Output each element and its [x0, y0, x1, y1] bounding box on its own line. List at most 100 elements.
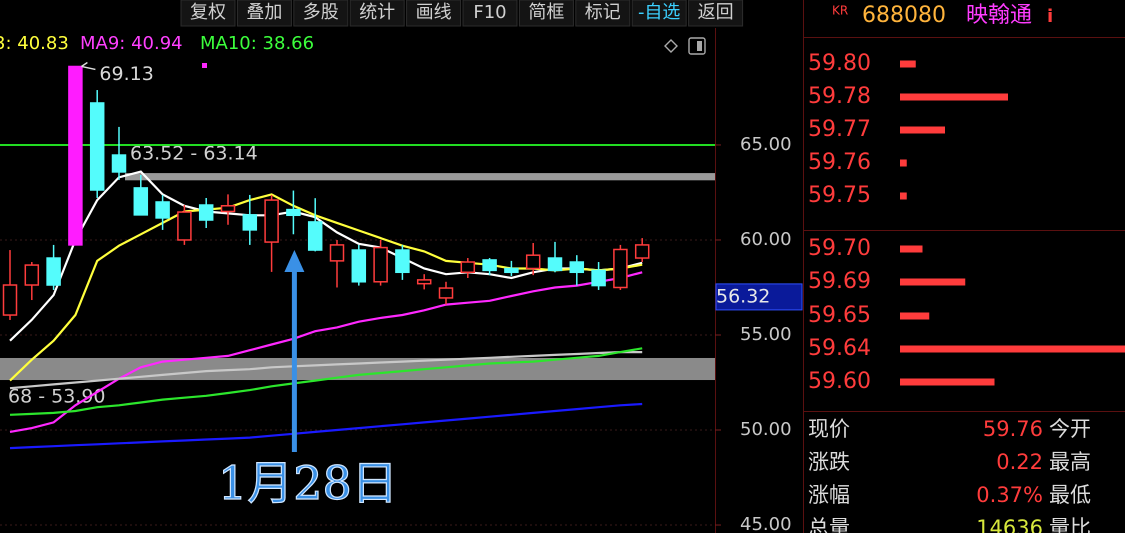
toolbar-label[interactable]: 画线 — [416, 2, 452, 23]
ma-line — [9, 347, 643, 416]
candle-body — [155, 201, 170, 219]
order-volume-bar — [900, 126, 945, 134]
candle-body — [2, 284, 18, 316]
order-price: 59.69 — [808, 269, 871, 294]
ma-line — [9, 402, 643, 450]
high-label: 69.13 — [99, 63, 153, 85]
order-volume-bar — [900, 93, 1008, 101]
toolbar-button[interactable] — [236, 0, 292, 27]
ma-line — [9, 271, 643, 433]
cursor-label: 56.32 — [716, 285, 770, 307]
stock-code: 688080 — [862, 3, 946, 28]
candle-body — [307, 221, 323, 251]
candle-body — [89, 102, 105, 191]
toolbar-label[interactable]: 复权 — [190, 2, 226, 23]
tool-icon — [697, 41, 702, 51]
candle-body — [351, 249, 367, 283]
order-volume-bar — [900, 60, 916, 68]
quote-value: 0.22 — [996, 450, 1043, 474]
candle-body — [525, 254, 541, 270]
marker — [202, 63, 207, 68]
candle-body — [613, 248, 628, 289]
cursor-box — [715, 283, 803, 311]
order-price: 59.76 — [808, 150, 871, 175]
y-tick-label: 55.00 — [740, 324, 792, 345]
ma-line — [9, 170, 643, 342]
y-tick-label: 65.00 — [740, 134, 792, 155]
toolbar-label[interactable]: 返回 — [698, 2, 734, 23]
marker-arrow — [81, 61, 96, 71]
toolbar-label[interactable]: 简框 — [528, 2, 564, 23]
tool-icon[interactable] — [664, 39, 678, 53]
candle-body — [482, 259, 497, 272]
order-price: 59.65 — [808, 303, 871, 328]
candle-body — [395, 249, 410, 274]
stock-flag[interactable]: i — [1047, 6, 1053, 27]
y-tick-label: 50.00 — [740, 419, 792, 440]
tool-icon[interactable] — [688, 37, 706, 55]
quote-label: 现价 — [808, 417, 850, 441]
candle-body — [329, 244, 345, 262]
chart-tools — [664, 37, 706, 55]
candle-body — [286, 208, 301, 217]
quote-value: 14636 — [976, 516, 1043, 533]
toolbar-label[interactable]: 标记 — [585, 2, 621, 23]
candle-body — [133, 187, 149, 216]
toolbar-button[interactable] — [462, 0, 518, 27]
order-volume-bar — [900, 245, 923, 253]
toolbar-label[interactable]: -自选 — [638, 2, 681, 23]
candle-body — [68, 65, 83, 246]
order-price: 59.60 — [808, 369, 871, 394]
annotation-arrowhead — [284, 250, 305, 272]
candle-body — [198, 204, 214, 221]
toolbar-button[interactable] — [180, 0, 236, 27]
price-zone — [0, 357, 715, 381]
candle-body — [438, 287, 454, 299]
order-price: 59.70 — [808, 236, 871, 261]
candle-body — [264, 199, 279, 243]
candle-body — [569, 261, 585, 274]
zone-label: 63.52 - 63.14 — [130, 143, 258, 165]
toolbar-label[interactable]: 统计 — [359, 2, 395, 23]
toolbar-label[interactable]: F10 — [473, 2, 506, 23]
order-price: 59.77 — [808, 117, 871, 142]
order-volume-bar — [900, 312, 930, 320]
candle-body — [460, 261, 476, 274]
order-volume-bar — [900, 345, 1125, 353]
quote-label: 最高 — [1049, 450, 1091, 474]
toolbar-button[interactable] — [631, 0, 687, 27]
candle-body — [373, 246, 388, 283]
y-tick-label: 60.00 — [740, 229, 792, 250]
toolbar-label[interactable]: 叠加 — [246, 2, 282, 23]
toolbar-button[interactable] — [293, 0, 349, 27]
price-zone — [125, 173, 715, 181]
market: KR — [832, 4, 848, 18]
toolbar-button[interactable] — [575, 0, 631, 27]
ma-legend: MA9: 40.94 — [80, 33, 183, 54]
toolbar-button[interactable] — [406, 0, 462, 27]
toolbar-button[interactable] — [518, 0, 574, 27]
toolbar-label[interactable]: 多股 — [303, 2, 339, 23]
toolbar-button[interactable] — [349, 0, 405, 27]
quote-value: 59.76 — [983, 417, 1043, 441]
candle-body — [416, 279, 432, 285]
order-volume-bar — [900, 159, 907, 167]
annotation: 1月28日 — [218, 456, 398, 510]
order-volume-bar — [900, 378, 995, 386]
candle-body — [242, 214, 258, 231]
candle-body — [591, 269, 606, 287]
quote-label: 量比 — [1049, 516, 1091, 533]
order-price: 59.64 — [808, 336, 871, 361]
stock-name: 映翰通 — [966, 3, 1032, 28]
order-price: 59.75 — [808, 183, 871, 208]
quote-label: 总量 — [808, 516, 850, 533]
order-price: 59.80 — [808, 51, 871, 76]
quote-label: 涨幅 — [808, 483, 850, 507]
toolbar-button[interactable] — [688, 0, 744, 27]
quote-label: 最低 — [1049, 483, 1091, 507]
order-volume-bar — [900, 192, 907, 200]
